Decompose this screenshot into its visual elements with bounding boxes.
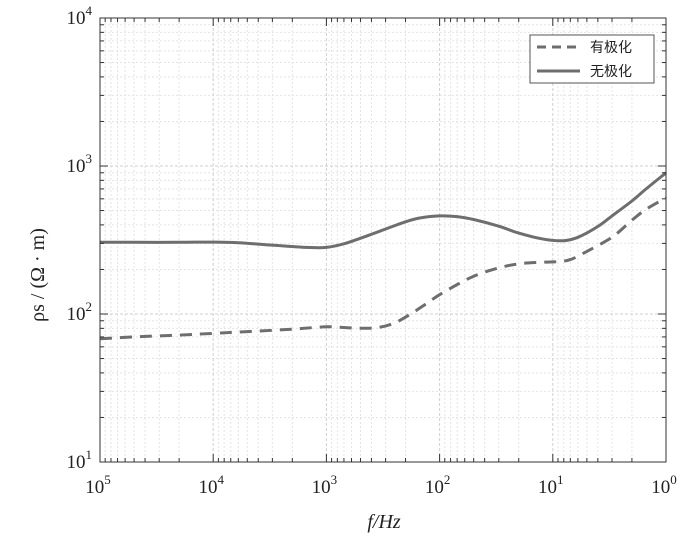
x-tick-label: 104	[198, 472, 224, 498]
x-tick-label: 102	[425, 472, 451, 498]
series-layer	[99, 171, 667, 341]
tick-labels: 105 104 103 102 101 100 101 102 103 104	[67, 3, 677, 498]
y-tick-label: 101	[67, 447, 93, 473]
series-line-polarized	[99, 196, 667, 341]
x-tick-label: 105	[85, 472, 111, 498]
legend-label-series-1: 有极化	[590, 40, 632, 56]
x-tick-label: 101	[538, 472, 564, 498]
y-tick-label: 102	[67, 299, 93, 325]
y-tick-label: 104	[67, 3, 93, 29]
legend-label-series-2: 无极化	[590, 64, 632, 80]
x-axis-label: f/Hz	[367, 511, 401, 533]
y-tick-label: 103	[67, 151, 93, 177]
series-line-nonpolarized	[99, 171, 667, 250]
axis-ticks	[99, 17, 667, 463]
legend: 有极化 无极化	[529, 34, 655, 84]
plot-frame	[99, 17, 667, 463]
y-axis-label: ρs / (Ω · m)	[27, 228, 49, 322]
x-tick-label: 103	[312, 472, 338, 498]
minor-gridlines	[100, 18, 666, 462]
x-tick-label: 100	[651, 472, 677, 498]
legend-box	[529, 34, 655, 84]
